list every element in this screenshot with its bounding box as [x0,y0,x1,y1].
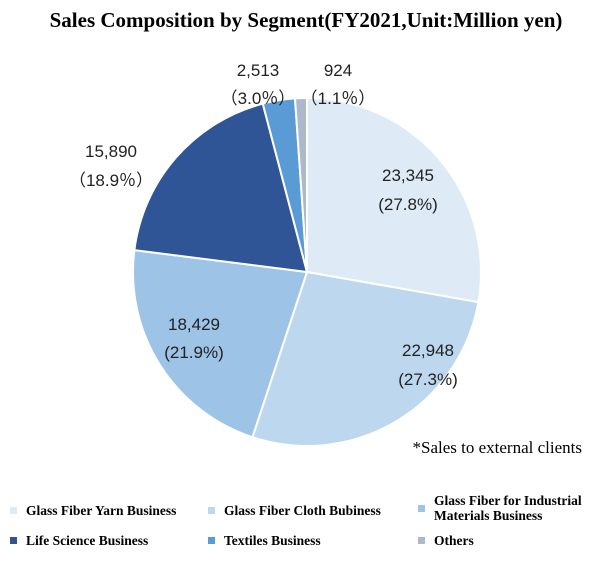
data-label-value-cloth: 22,948 [402,341,454,360]
legend-label-line1: Glass Fiber for Industrial [434,493,582,508]
data-label-percent-textiles: （3.0％） [221,89,296,108]
legend-swatch [418,537,425,544]
data-label-value-life-science: 15,890 [85,142,137,161]
legend-item-yarn: Glass Fiber Yarn Business [10,503,176,518]
data-label-percent-industrial: (21.9%) [164,343,224,362]
legend-label: Glass Fiber Yarn Business [26,503,177,518]
legend-label: Others [434,533,474,548]
data-label-value-industrial: 18,429 [168,315,220,334]
legend-label-line2: Materials Business [434,508,543,523]
pie-chart: 23,345 (27.8%) 22,948 (27.3%) 18,429 (21.9%) 1… [69,61,482,447]
data-label-percent-yarn: (27.8%) [378,195,438,214]
data-label-value-textiles: 2,513 [237,61,280,80]
footnote: *Sales to external clients [412,438,582,457]
legend-item-industrial: Glass Fiber for Industrial Materials Bus… [418,493,582,523]
data-label-percent-others: （1.1％） [301,89,376,108]
legend-swatch [208,537,215,544]
data-label-value-yarn: 23,345 [382,166,434,185]
legend-label: Textiles Business [224,533,321,548]
legend-label: Glass Fiber Cloth Bubiness [224,503,381,518]
pie-slice-industrial [132,249,309,439]
data-label-value-others: 924 [324,61,352,80]
legend-swatch [418,504,425,512]
legend-swatch [10,507,17,514]
pie-slice-others [293,96,308,273]
pie-slice-yarn [306,96,482,304]
legend-swatch [10,537,17,544]
legend-label-multiline: Glass Fiber for Industrial Materials Bus… [434,493,582,523]
data-label-percent-cloth: (27.3%) [398,370,458,389]
legend-item-cloth: Glass Fiber Cloth Bubiness [208,503,381,518]
legend-label: Life Science Business [26,533,149,548]
pie-slice-cloth [251,270,480,447]
legend-swatch [208,507,215,514]
legend-item-others: Others [418,533,474,548]
pie-slice-life-science [133,102,309,274]
legend-item-life-science: Life Science Business [10,533,148,548]
legend: Glass Fiber Yarn Business Glass Fiber Cl… [0,486,612,566]
chart-title: Sales Composition by Segment(FY2021,Unit… [49,8,563,32]
data-label-percent-life-science: （18.9％） [69,171,153,190]
legend-item-textiles: Textiles Business [208,533,321,548]
